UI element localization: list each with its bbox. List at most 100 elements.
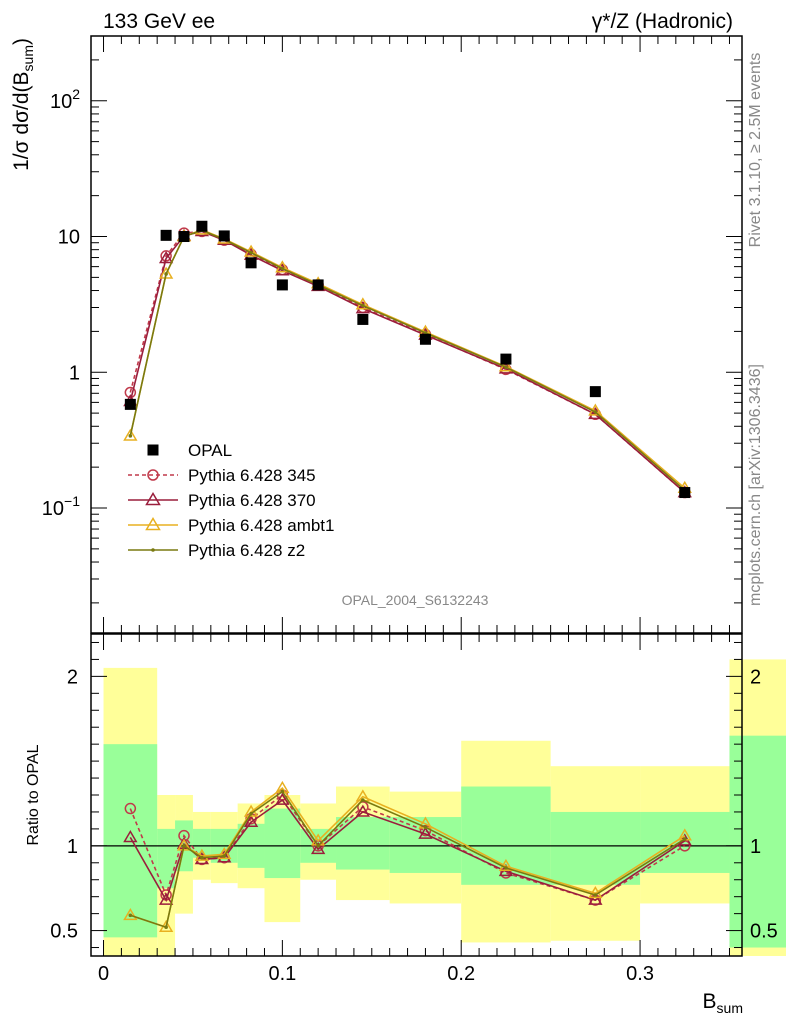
legend-label-4: Pythia 6.428 z2 [188, 541, 305, 560]
ratio-bands [103, 659, 786, 956]
ratio-y-tick-label-right: 0.5 [750, 921, 778, 943]
data-point [589, 386, 601, 398]
main-x-ticks [103, 36, 730, 633]
data-point [679, 487, 691, 499]
ratio-1-point [310, 841, 326, 855]
ratio-y-tick-label-left: 1 [67, 836, 78, 858]
data-point [124, 398, 136, 410]
legend-marker-3 [145, 517, 161, 531]
series-3-point [504, 365, 508, 369]
ratio-1-point [194, 852, 210, 865]
data-point [500, 353, 512, 365]
ratio-panel: 0.5 0.5 1 1 2 2 0 0.1 0.2 0.3 Ratio to OPAL Bsum [25, 633, 786, 1016]
data-point [196, 220, 208, 232]
series-3-point [249, 250, 253, 255]
data-point [218, 230, 230, 242]
data-point [312, 279, 324, 291]
main-y-tick-label: 102 [50, 86, 80, 113]
ratio-band-green [729, 735, 786, 948]
series-3-point [361, 303, 365, 308]
data-point [276, 279, 288, 291]
main-y-axis-label: 1/σ dσ/d(Bsum) [10, 38, 36, 171]
main-frame [90, 35, 743, 634]
rivet-label: Rivet 3.1.10, ≥ 2.5M events [747, 53, 764, 248]
ratio-frame [90, 633, 743, 957]
x-axis-label: Bsum [703, 990, 743, 1016]
ratio-y-tick-label-left: 0.5 [50, 921, 78, 943]
mcplots-label: mcplots.cern.ch [arXiv:1306.3436] [747, 364, 764, 606]
series-3-point [280, 266, 285, 271]
ratio-y-tick-label-right: 1 [750, 836, 761, 858]
ratio-3-point [423, 825, 428, 829]
main-y-tick-label: 1 [69, 362, 80, 384]
ratio-band-green [264, 808, 301, 879]
main-watermark: OPAL_2004_S6132243 [342, 592, 489, 608]
ratio-2-point [176, 838, 192, 851]
ratio-3-point [128, 913, 133, 918]
legend-marker-4 [151, 548, 155, 552]
legend-label-2: Pythia 6.428 370 [188, 491, 316, 510]
ratio-x-tick-label: 0 [98, 963, 109, 985]
legend-marker-1 [147, 469, 159, 481]
header-left: 133 GeV ee [103, 10, 215, 33]
ratio-3-point [316, 844, 320, 848]
ratio-3-point [182, 844, 186, 848]
legend-marker-0 [147, 444, 159, 456]
main-data-layer [124, 220, 691, 499]
ratio-x-ticks: 0 0.1 0.2 0.3 [98, 634, 730, 985]
ratio-1-point [418, 826, 433, 839]
ratio-3-point [200, 855, 204, 860]
ratio-3-point [593, 893, 598, 897]
ratio-3-point [682, 837, 687, 841]
series-3-point [164, 272, 168, 276]
data-point [357, 313, 369, 325]
ratio-y-tick-label-right: 2 [750, 666, 761, 688]
ratio-0-point [124, 802, 137, 815]
ratio-y-tick-label-left: 2 [67, 666, 78, 688]
ratio-series-layer [123, 780, 692, 933]
legend: OPAL Pythia 6.428 345 Pythia 6.428 370 Pyth… [128, 441, 334, 560]
ratio-3-point [504, 866, 508, 870]
ratio-y-axis-label: Ratio to OPAL [25, 744, 42, 845]
series-2-point [123, 428, 138, 441]
ratio-x-tick-label: 0.2 [447, 963, 475, 985]
legend-label-0: OPAL [188, 441, 232, 460]
ratio-3-point [249, 811, 253, 816]
main-y-tick-base: 10 [58, 227, 80, 249]
ratio-3-point [361, 798, 365, 802]
data-point [178, 231, 190, 243]
series-1-point [158, 251, 174, 264]
ratio-1-point [158, 892, 174, 905]
main-y-tick-label: 10 [58, 227, 80, 249]
data-point [419, 333, 431, 345]
ratio-1-point [355, 804, 371, 817]
data-point [245, 257, 257, 269]
ratio-2-point [123, 907, 138, 921]
main-y-tick-base: 10 [42, 498, 64, 520]
ratio-x-tick-label: 0.1 [268, 963, 296, 985]
main-y-tick-base: 1 [69, 362, 80, 384]
ratio-1-point [275, 792, 290, 805]
ratio-x-tick-label: 0.3 [626, 963, 654, 985]
series-3-point [128, 434, 133, 438]
ratio-1-point [123, 830, 138, 843]
main-y-tick-exponent: 2 [72, 86, 80, 102]
ratio-band-green [157, 828, 176, 889]
ratio-3-point [222, 854, 227, 858]
legend-marker-2 [145, 492, 161, 506]
data-point [160, 229, 172, 241]
series-3-point [593, 410, 598, 414]
ratio-band-green [550, 811, 641, 885]
series-2-point [158, 266, 174, 279]
main-y-tick-exponent: −1 [64, 493, 80, 509]
header-right: γ*/Z (Hadronic) [592, 10, 733, 33]
ratio-2-point [217, 846, 232, 860]
main-y-tick-base: 10 [50, 91, 72, 113]
ratio-2-point [498, 858, 514, 872]
ratio-band-green [336, 817, 390, 870]
ratio-1-point [588, 892, 603, 905]
ratio-band-green [192, 828, 211, 858]
